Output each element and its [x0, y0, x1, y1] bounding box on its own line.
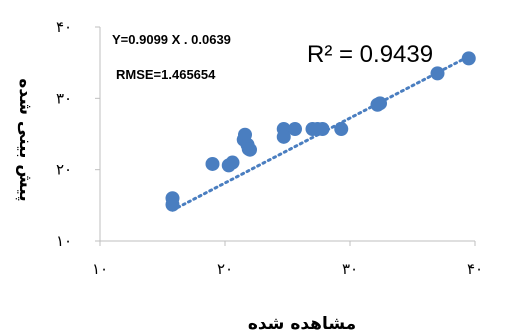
data-point [225, 155, 240, 170]
y-tick-label: ۳۰ [56, 89, 72, 107]
y-tick-label: ۲۰ [56, 161, 72, 179]
y-tick-label: ۱۰ [56, 232, 72, 250]
data-point [461, 51, 476, 66]
rmse-annotation: RMSE=1.465654 [116, 67, 216, 82]
data-point [165, 191, 180, 206]
x-tick-label: ۱۰ [92, 260, 108, 278]
axis-ticks: ۱۰ ۱۰ ۲۰ ۲۰ ۳۰ ۳۰ ۴۰ ۴۰ [56, 18, 483, 278]
x-tick-label: ۴۰ [467, 260, 483, 278]
data-point [243, 142, 257, 157]
axes [99, 27, 475, 242]
data-point [334, 122, 349, 137]
data-point [430, 66, 445, 81]
y-axis-label: پیش بینی شده [15, 78, 35, 201]
r-squared-annotation: R² = 0.9439 [307, 41, 433, 68]
x-tick-label: ۲۰ [217, 260, 233, 278]
x-axis-label: مشاهده شده [248, 314, 356, 334]
x-tick-label: ۳۰ [342, 260, 358, 278]
data-point [276, 129, 291, 144]
data-point [315, 122, 330, 137]
data-point [373, 96, 387, 111]
data-point [205, 156, 220, 171]
y-tick-label: ۴۰ [56, 18, 72, 36]
equation-annotation: Y=0.9099 X . 0.0639 [112, 32, 231, 47]
data-point [288, 122, 302, 137]
data-points [165, 51, 476, 212]
